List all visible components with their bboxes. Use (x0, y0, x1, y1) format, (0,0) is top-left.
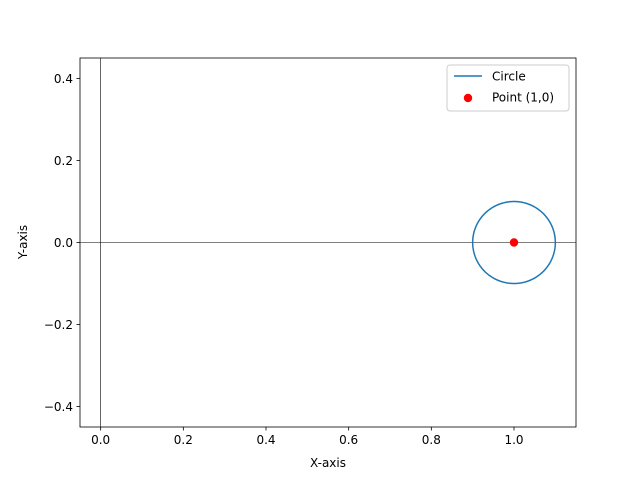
reference-lines (80, 58, 576, 427)
y-axis-ticks: 0.4 0.2 0.0 −0.2 −0.4 (44, 72, 80, 414)
y-tick-label: 0.2 (54, 154, 73, 168)
x-tick-label: 1.0 (504, 433, 523, 447)
x-tick-label: 0.8 (422, 433, 441, 447)
plot-content (471, 200, 557, 285)
x-tick-label: 0.6 (339, 433, 358, 447)
y-tick-label: −0.2 (44, 318, 73, 332)
series-line-circle (471, 200, 557, 285)
scatter-point (509, 238, 519, 247)
x-tick-label: 0.4 (256, 433, 275, 447)
x-axis-label: X-axis (310, 456, 346, 470)
legend-label: Circle (492, 70, 526, 84)
x-axis-ticks: 0.0 0.2 0.4 0.6 0.8 1.0 (91, 427, 524, 447)
y-axis-label: Y-axis (16, 225, 30, 260)
x-tick-label: 0.2 (174, 433, 193, 447)
legend-swatch-marker (463, 93, 473, 103)
y-tick-label: 0.0 (54, 236, 73, 250)
y-tick-label: 0.4 (54, 72, 73, 86)
legend: Circle Point (1,0) (446, 64, 570, 112)
legend-label: Point (1,0) (492, 91, 554, 105)
y-tick-label: −0.4 (44, 400, 73, 414)
x-tick-label: 0.0 (91, 433, 110, 447)
